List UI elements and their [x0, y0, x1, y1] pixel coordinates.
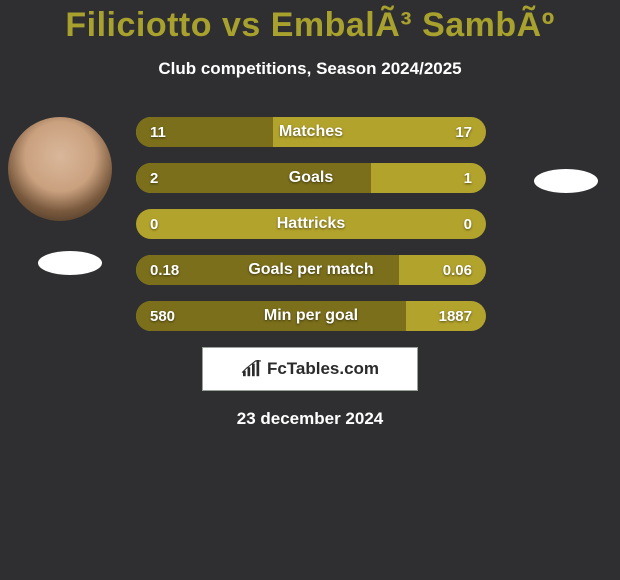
stat-row: Min per goal580 1887	[136, 301, 486, 331]
stat-row: Hattricks0 0	[136, 209, 486, 239]
stat-row: Goals per match0.18 0.06	[136, 255, 486, 285]
brand-chart-icon	[241, 360, 263, 378]
stat-left-value: 580	[150, 301, 175, 331]
brand-badge: FcTables.com	[202, 347, 418, 391]
stat-label: Min per goal	[136, 301, 486, 331]
stat-label: Matches	[136, 117, 486, 147]
stat-left-value: 0	[150, 209, 158, 239]
stat-left-value: 11	[150, 117, 166, 147]
stat-right-value: 0	[464, 209, 472, 239]
stat-right-value: 1	[464, 163, 472, 193]
stat-label: Goals	[136, 163, 486, 193]
stat-right-value: 1887	[439, 301, 472, 331]
stat-row: Goals2 1	[136, 163, 486, 193]
player-left-flag-icon	[38, 251, 102, 275]
stat-row: Matches11 17	[136, 117, 486, 147]
stat-left-value: 0.18	[150, 255, 179, 285]
stat-right-value: 0.06	[443, 255, 472, 285]
stat-left-value: 2	[150, 163, 158, 193]
comparison-card: Filiciotto vs EmbalÃ³ SambÃº Club compet…	[0, 0, 620, 580]
avatar-placeholder-icon	[8, 117, 112, 221]
stat-bars: Matches11 17 Goals2 1 Hattricks0 0 Goals per m…	[136, 117, 486, 347]
date-label: 23 december 2024	[0, 409, 620, 429]
stat-label: Hattricks	[136, 209, 486, 239]
player-right-flag-icon	[534, 169, 598, 193]
brand-text: FcTables.com	[267, 359, 379, 379]
subtitle: Club competitions, Season 2024/2025	[0, 59, 620, 79]
player-left-avatar	[8, 117, 112, 221]
stat-label: Goals per match	[136, 255, 486, 285]
stat-right-value: 17	[455, 117, 472, 147]
page-title: Filiciotto vs EmbalÃ³ SambÃº	[0, 0, 620, 45]
